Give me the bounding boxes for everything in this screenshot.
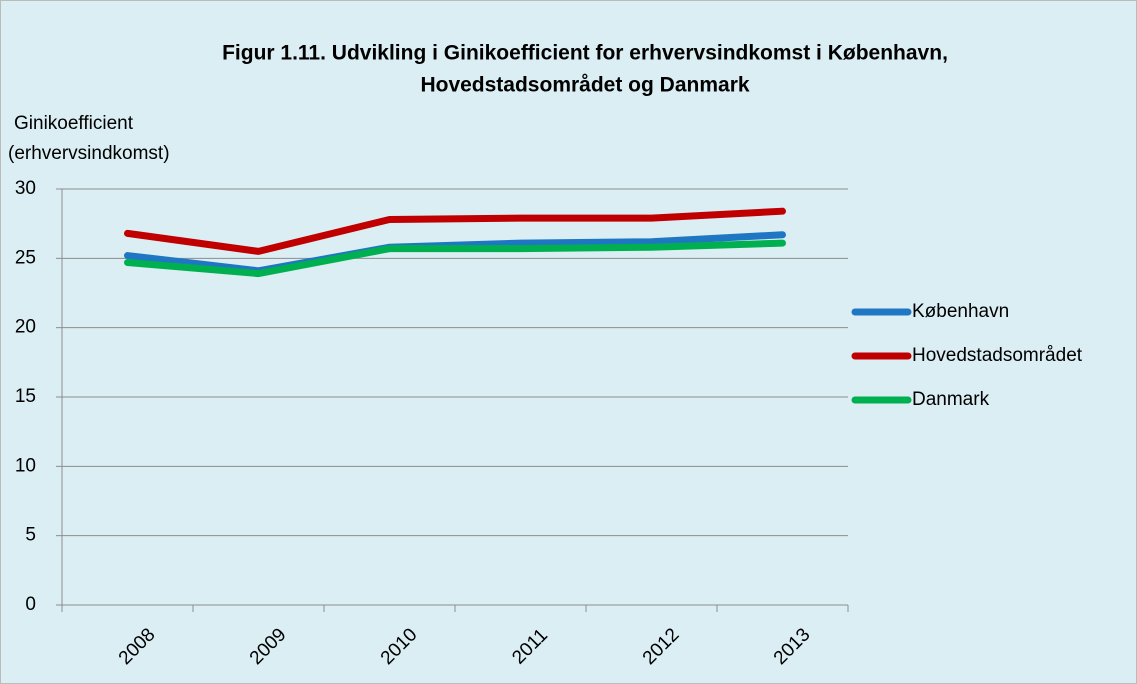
y-tick-label: 25: [15, 247, 36, 268]
y-tick-label: 10: [15, 455, 36, 476]
y-tick-label: 15: [15, 386, 36, 407]
x-tick-label: 2009: [246, 624, 291, 669]
y-tick-label: 20: [15, 317, 36, 338]
legend-label: København: [912, 301, 1009, 322]
x-tick-label: 2013: [770, 624, 815, 669]
x-tick-label: 2011: [508, 625, 552, 669]
legend-label: Danmark: [912, 389, 990, 410]
line: [124, 207, 786, 255]
y-tick-label: 0: [25, 594, 36, 615]
chart-title: Hovedstadsområdet og Danmark: [420, 74, 749, 97]
legend-label: Hovedstadsområdet: [912, 345, 1083, 366]
line: [124, 231, 786, 275]
y-tick-label: 5: [25, 525, 36, 546]
line: [124, 239, 786, 278]
chart-title: Figur 1.11. Udvikling i Ginikoefficient …: [222, 42, 948, 65]
y-axis-label: (erhvervsindkomst): [8, 143, 170, 164]
y-axis-label: Ginikoefficient: [14, 113, 134, 134]
x-tick-label: 2010: [377, 624, 422, 669]
x-tick-label: 2012: [639, 624, 684, 669]
x-tick-label: 2008: [115, 624, 160, 669]
y-tick-label: 30: [15, 178, 36, 199]
